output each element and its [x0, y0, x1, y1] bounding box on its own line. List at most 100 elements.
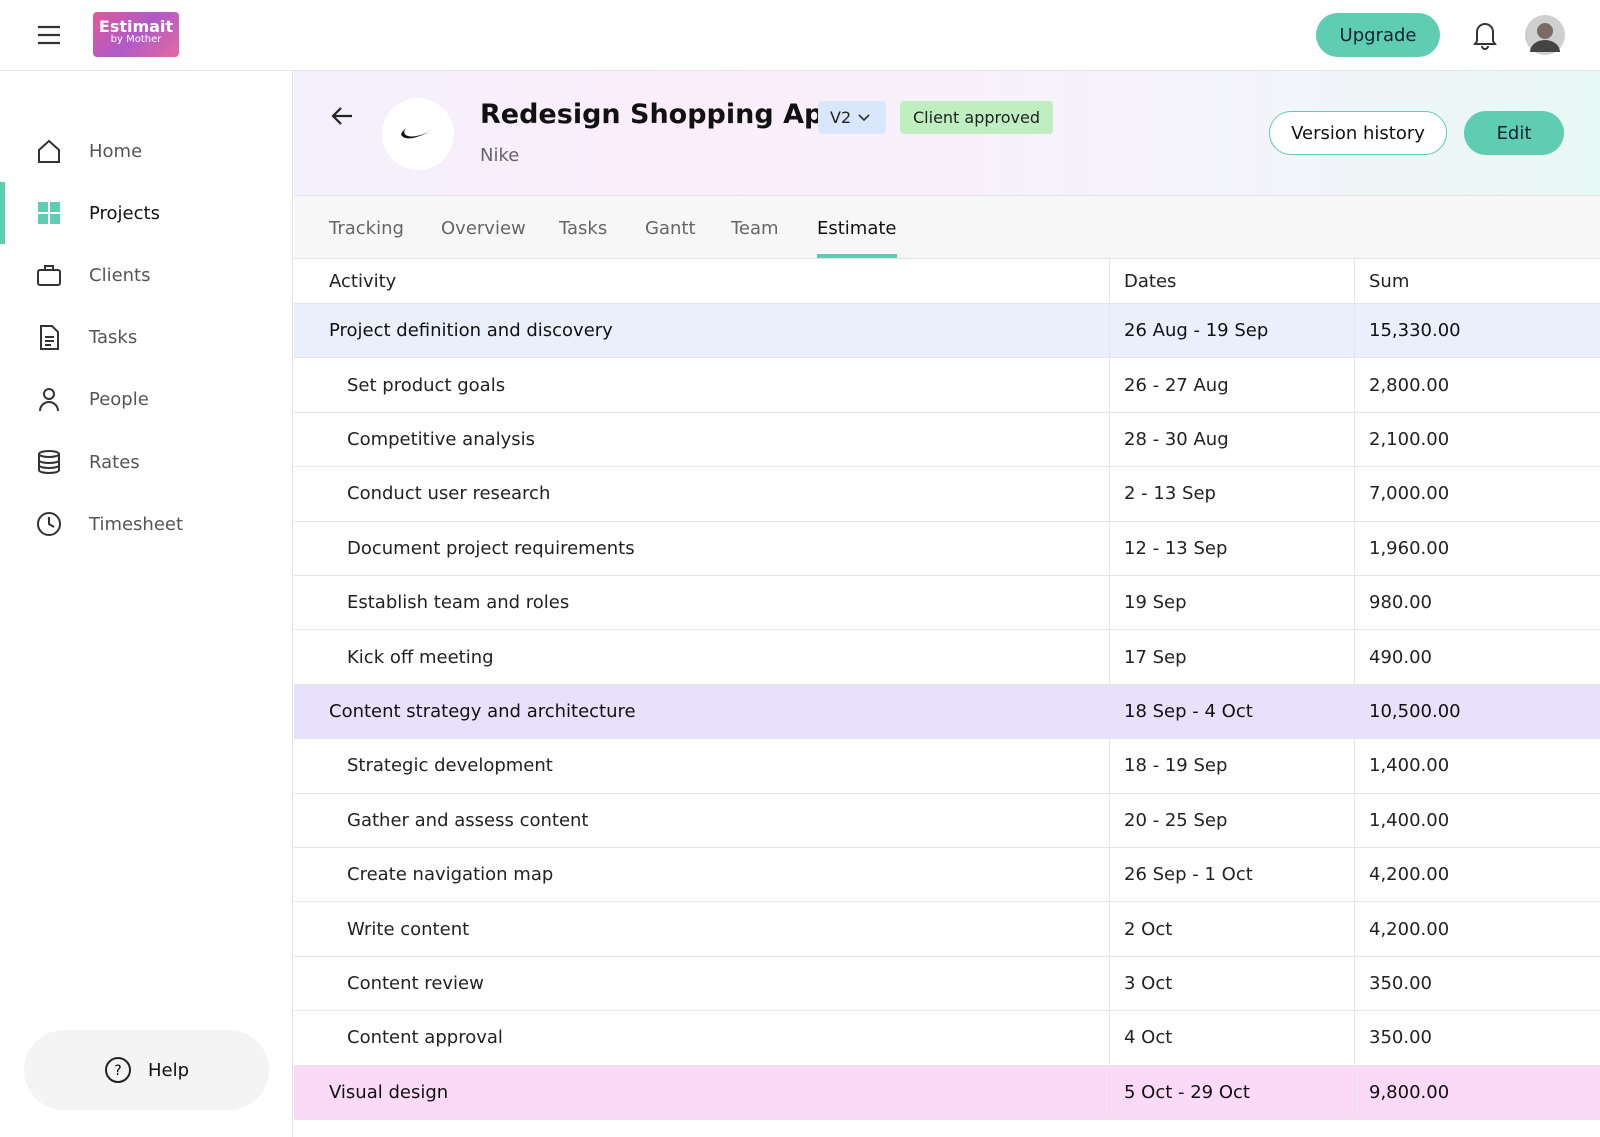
dates-cell: Dates [1109, 259, 1354, 303]
activity-cell: Activity [329, 270, 397, 292]
activity-cell: Create navigation map [347, 864, 554, 886]
activity-cell: Write content [347, 918, 470, 940]
notifications[interactable] [1472, 20, 1498, 50]
activity-cell: Strategic development [347, 755, 553, 777]
client-logo [382, 98, 454, 170]
nav-label: Tasks [89, 327, 138, 349]
item-row: Write content 2 Oct 4,200.00 [294, 902, 1600, 957]
dates-cell: 19 Sep [1109, 576, 1354, 630]
item-row: Kick off meeting 17 Sep 490.00 [294, 630, 1600, 685]
tab-underline [817, 254, 897, 258]
activity-cell: Conduct user research [347, 483, 551, 505]
item-row: Content review 3 Oct 350.00 [294, 956, 1600, 1012]
edit-button[interactable]: Edit [1464, 111, 1564, 155]
activity-cell: Gather and assess content [347, 809, 589, 831]
sum-cell: 10,500.00 [1354, 684, 1600, 739]
dates-cell: 2 Oct [1109, 902, 1354, 956]
nav-item[interactable]: Rates [0, 431, 292, 493]
client-name: Nike [480, 145, 520, 166]
svg-text:?: ? [114, 1063, 121, 1079]
tab[interactable]: Team [731, 218, 779, 239]
item-row: Strategic development 18 - 19 Sep 1,400.00 [294, 739, 1600, 794]
nav-icon [38, 449, 60, 474]
dates-cell: 28 - 30 Aug [1109, 412, 1354, 467]
sum-cell: 490.00 [1354, 630, 1600, 684]
sum-cell: 15,330.00 [1354, 304, 1600, 358]
activity-cell: Content review [347, 972, 484, 994]
item-row: Document project requirements 12 - 13 Sep… [294, 521, 1600, 576]
sum-cell: 7,000.00 [1354, 467, 1600, 521]
activity-cell: Document project requirements [347, 537, 635, 559]
nav-icon [37, 511, 61, 536]
logo-tagline: by Mother [110, 34, 162, 45]
activity-cell: Visual design [329, 1081, 449, 1103]
sum-cell: 4,200.00 [1354, 848, 1600, 902]
top-bar: Estimait by Mother Upgrade [0, 0, 1600, 71]
project-header: Redesign Shopping App V2 Client approved… [294, 71, 1600, 196]
avatar[interactable] [1524, 14, 1566, 56]
sum-cell: 1,400.00 [1354, 739, 1600, 793]
version-history-button[interactable]: Version history [1269, 111, 1447, 155]
sum-cell: 9,800.00 [1354, 1065, 1600, 1119]
item-row: Content approval 4 Oct 350.00 [294, 1011, 1600, 1066]
nav-icon [38, 139, 60, 163]
help-icon: ? [104, 1057, 131, 1083]
activity-cell: Set product goals [347, 374, 506, 396]
sum-cell: 2,800.00 [1354, 358, 1600, 412]
nav-icon [37, 264, 61, 286]
nav-item[interactable]: Tasks [0, 307, 292, 369]
tab[interactable]: Tasks [559, 218, 608, 239]
nav-item[interactable]: Timesheet [0, 493, 292, 555]
logo[interactable]: Estimait by Mother [93, 12, 179, 57]
dates-cell: 17 Sep [1109, 630, 1354, 684]
item-row: Gather and assess content 20 - 25 Sep 1,40… [294, 793, 1600, 848]
tab[interactable]: Estimate [817, 218, 897, 239]
dates-cell: 2 - 13 Sep [1109, 467, 1354, 521]
header-row: Activity Dates Sum [294, 259, 1600, 304]
tab[interactable]: Overview [441, 218, 526, 239]
nav-label: Rates [89, 451, 140, 473]
group-row: Visual design 5 Oct - 29 Oct 9,800.00 [294, 1065, 1600, 1120]
activity-cell: Content approval [347, 1027, 503, 1049]
help-label: Help [147, 1059, 190, 1081]
dates-cell: 26 Aug - 19 Sep [1109, 304, 1354, 358]
nav-label: People [89, 389, 149, 411]
tab[interactable]: Tracking [329, 218, 404, 239]
version-select[interactable]: V2 [818, 101, 886, 134]
nav-label: Projects [89, 202, 160, 224]
sum-cell: 1,960.00 [1354, 521, 1600, 575]
version-label: V2 [830, 108, 852, 127]
menu-button[interactable] [36, 24, 62, 46]
activity-cell: Kick off meeting [347, 646, 494, 668]
dates-cell: 20 - 25 Sep [1109, 793, 1354, 847]
sum-cell: 1,400.00 [1354, 793, 1600, 847]
upgrade-button[interactable]: Upgrade [1316, 13, 1440, 57]
sum-cell: 2,100.00 [1354, 412, 1600, 467]
item-row: Set product goals 26 - 27 Aug 2,800.00 [294, 358, 1600, 413]
activity-cell: Content strategy and architecture [329, 700, 636, 722]
nav-item[interactable]: Home [0, 120, 292, 182]
item-row: Competitive analysis 28 - 30 Aug 2,100.00 [294, 412, 1600, 468]
back-button[interactable] [330, 105, 354, 127]
nav-label: Clients [89, 264, 151, 286]
help-button[interactable]: ? Help [24, 1030, 269, 1110]
nav-item[interactable]: Projects [0, 182, 292, 245]
nav-icon [39, 388, 59, 412]
dates-cell: 18 Sep - 4 Oct [1109, 684, 1354, 739]
status-badge: Client approved [900, 101, 1054, 134]
activity-cell: Competitive analysis [347, 428, 536, 450]
sidebar: Home Projects Clients Tasks People Rates Times… [0, 71, 293, 1137]
nav-label: Timesheet [89, 513, 184, 535]
dates-cell: 18 - 19 Sep [1109, 739, 1354, 793]
sum-cell: 350.00 [1354, 956, 1600, 1011]
sum-cell: 980.00 [1354, 576, 1600, 630]
nav-item[interactable]: People [0, 369, 292, 431]
dates-cell: 26 Sep - 1 Oct [1109, 848, 1354, 902]
tab[interactable]: Gantt [645, 218, 696, 239]
nav-item[interactable]: Clients [0, 244, 292, 306]
sum-cell: Sum [1354, 259, 1600, 303]
nav-icon [38, 201, 60, 224]
dates-cell: 3 Oct [1109, 956, 1354, 1011]
item-row: Conduct user research 2 - 13 Sep 7,000.00 [294, 467, 1600, 522]
